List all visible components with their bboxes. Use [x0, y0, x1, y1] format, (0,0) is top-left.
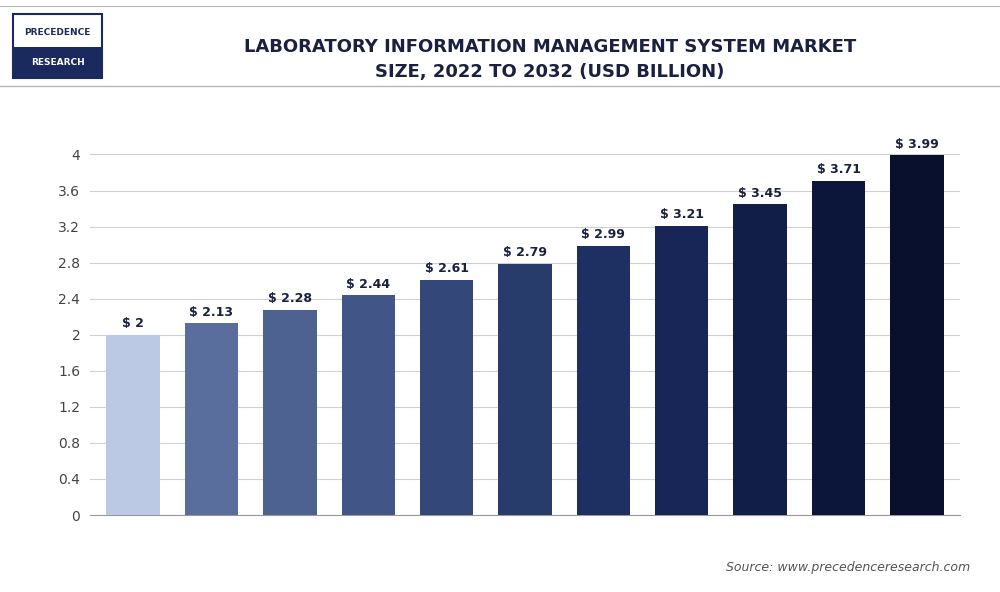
Text: $ 3.71: $ 3.71 [817, 163, 861, 176]
Bar [106, 334, 160, 515]
Text: $ 2.44: $ 2.44 [346, 278, 390, 291]
Text: $ 3.21: $ 3.21 [660, 208, 704, 221]
Text: RESEARCH: RESEARCH [31, 59, 84, 67]
Text: $ 2.79: $ 2.79 [503, 246, 547, 259]
Text: $ 2.28: $ 2.28 [268, 292, 312, 305]
Bar [185, 323, 238, 515]
Bar [890, 155, 944, 515]
Bar [420, 280, 473, 515]
Text: $ 2: $ 2 [122, 317, 144, 330]
Bar [812, 181, 865, 515]
Text: $ 2.99: $ 2.99 [581, 228, 625, 241]
Bar [342, 295, 395, 515]
Text: LABORATORY INFORMATION MANAGEMENT SYSTEM MARKET
SIZE, 2022 TO 2032 (USD BILLION): LABORATORY INFORMATION MANAGEMENT SYSTEM… [244, 38, 856, 82]
Bar [263, 310, 317, 515]
Text: $ 3.45: $ 3.45 [738, 186, 782, 200]
FancyBboxPatch shape [13, 14, 102, 78]
Text: PRECEDENCE: PRECEDENCE [24, 28, 91, 37]
Bar [655, 226, 708, 515]
Bar [498, 263, 552, 515]
Text: Source: www.precedenceresearch.com: Source: www.precedenceresearch.com [726, 561, 970, 574]
Bar [577, 246, 630, 515]
Text: $ 2.61: $ 2.61 [425, 262, 469, 275]
Text: $ 2.13: $ 2.13 [189, 305, 233, 318]
FancyBboxPatch shape [13, 47, 102, 78]
Bar [733, 204, 787, 515]
Text: $ 3.99: $ 3.99 [895, 138, 939, 151]
